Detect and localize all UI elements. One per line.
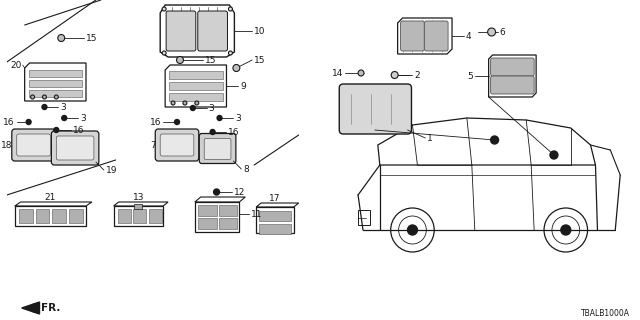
Circle shape (42, 105, 47, 109)
Text: 7: 7 (150, 140, 156, 149)
Text: 16: 16 (3, 117, 15, 126)
Circle shape (228, 7, 232, 11)
Bar (69, 209, 83, 223)
FancyBboxPatch shape (166, 11, 196, 51)
Text: 9: 9 (241, 82, 246, 91)
FancyBboxPatch shape (491, 76, 534, 94)
Bar (134, 204, 142, 209)
Bar (29, 90, 82, 97)
Text: 20: 20 (10, 60, 22, 69)
Text: 8: 8 (243, 164, 249, 173)
Text: 3: 3 (236, 114, 241, 123)
Text: 15: 15 (86, 34, 97, 43)
Circle shape (550, 151, 558, 159)
Text: 14: 14 (332, 68, 343, 77)
Bar (52, 209, 66, 223)
Circle shape (408, 225, 417, 235)
Circle shape (54, 95, 58, 99)
Text: 1: 1 (428, 133, 433, 142)
Text: 3: 3 (209, 103, 214, 113)
Circle shape (162, 51, 166, 55)
Circle shape (171, 101, 175, 105)
Bar (19, 209, 33, 223)
FancyBboxPatch shape (401, 21, 424, 51)
Text: 2: 2 (415, 70, 420, 79)
Text: 16: 16 (73, 125, 84, 134)
FancyBboxPatch shape (198, 11, 227, 51)
Text: 3: 3 (80, 114, 86, 123)
Text: 15: 15 (205, 55, 216, 65)
Circle shape (26, 119, 31, 124)
Text: TBALB1000A: TBALB1000A (581, 309, 630, 318)
FancyBboxPatch shape (17, 134, 51, 156)
Circle shape (162, 7, 166, 11)
Circle shape (183, 101, 187, 105)
Bar (198, 218, 216, 229)
Text: 6: 6 (499, 28, 505, 36)
Text: 12: 12 (234, 188, 246, 196)
Text: 13: 13 (132, 193, 144, 202)
Circle shape (391, 71, 398, 78)
Circle shape (58, 35, 65, 42)
Circle shape (177, 57, 184, 63)
FancyBboxPatch shape (424, 21, 448, 51)
Bar (198, 205, 216, 216)
Text: 5: 5 (467, 71, 473, 81)
FancyBboxPatch shape (12, 129, 55, 161)
FancyBboxPatch shape (199, 133, 236, 164)
Bar (358, 210, 370, 225)
FancyBboxPatch shape (204, 139, 231, 159)
Bar (218, 205, 237, 216)
FancyBboxPatch shape (491, 58, 534, 76)
Circle shape (175, 119, 179, 124)
FancyBboxPatch shape (160, 134, 194, 156)
Circle shape (214, 189, 220, 195)
Circle shape (42, 95, 47, 99)
FancyBboxPatch shape (51, 131, 99, 165)
FancyBboxPatch shape (339, 84, 412, 134)
Bar (169, 93, 223, 101)
Bar (29, 70, 82, 77)
Text: 21: 21 (45, 193, 56, 202)
Circle shape (210, 130, 215, 134)
Bar (149, 209, 162, 223)
Circle shape (561, 225, 571, 235)
Text: 18: 18 (1, 140, 13, 149)
Text: FR.: FR. (42, 303, 61, 313)
Text: 10: 10 (254, 27, 266, 36)
Circle shape (61, 116, 67, 121)
FancyBboxPatch shape (156, 129, 199, 161)
Bar (29, 80, 82, 87)
Circle shape (195, 101, 199, 105)
Text: 4: 4 (466, 31, 472, 41)
Circle shape (190, 106, 195, 110)
Text: 16: 16 (228, 127, 240, 137)
Text: 3: 3 (60, 102, 66, 111)
Text: 19: 19 (106, 165, 117, 174)
Bar (36, 209, 49, 223)
Bar (259, 211, 291, 221)
Bar (169, 82, 223, 90)
Bar (259, 224, 291, 234)
Circle shape (228, 51, 232, 55)
Circle shape (31, 95, 35, 99)
Bar (118, 209, 131, 223)
Circle shape (491, 136, 499, 144)
Text: 17: 17 (269, 194, 281, 203)
Circle shape (233, 65, 240, 71)
Text: 11: 11 (252, 210, 262, 219)
FancyBboxPatch shape (56, 136, 94, 160)
Circle shape (488, 28, 495, 36)
Bar (169, 71, 223, 79)
Circle shape (358, 70, 364, 76)
Bar (218, 218, 237, 229)
Circle shape (54, 127, 59, 132)
Polygon shape (22, 302, 40, 314)
Text: 15: 15 (254, 55, 266, 65)
Text: 16: 16 (150, 117, 161, 126)
Circle shape (217, 116, 222, 121)
Bar (134, 209, 147, 223)
